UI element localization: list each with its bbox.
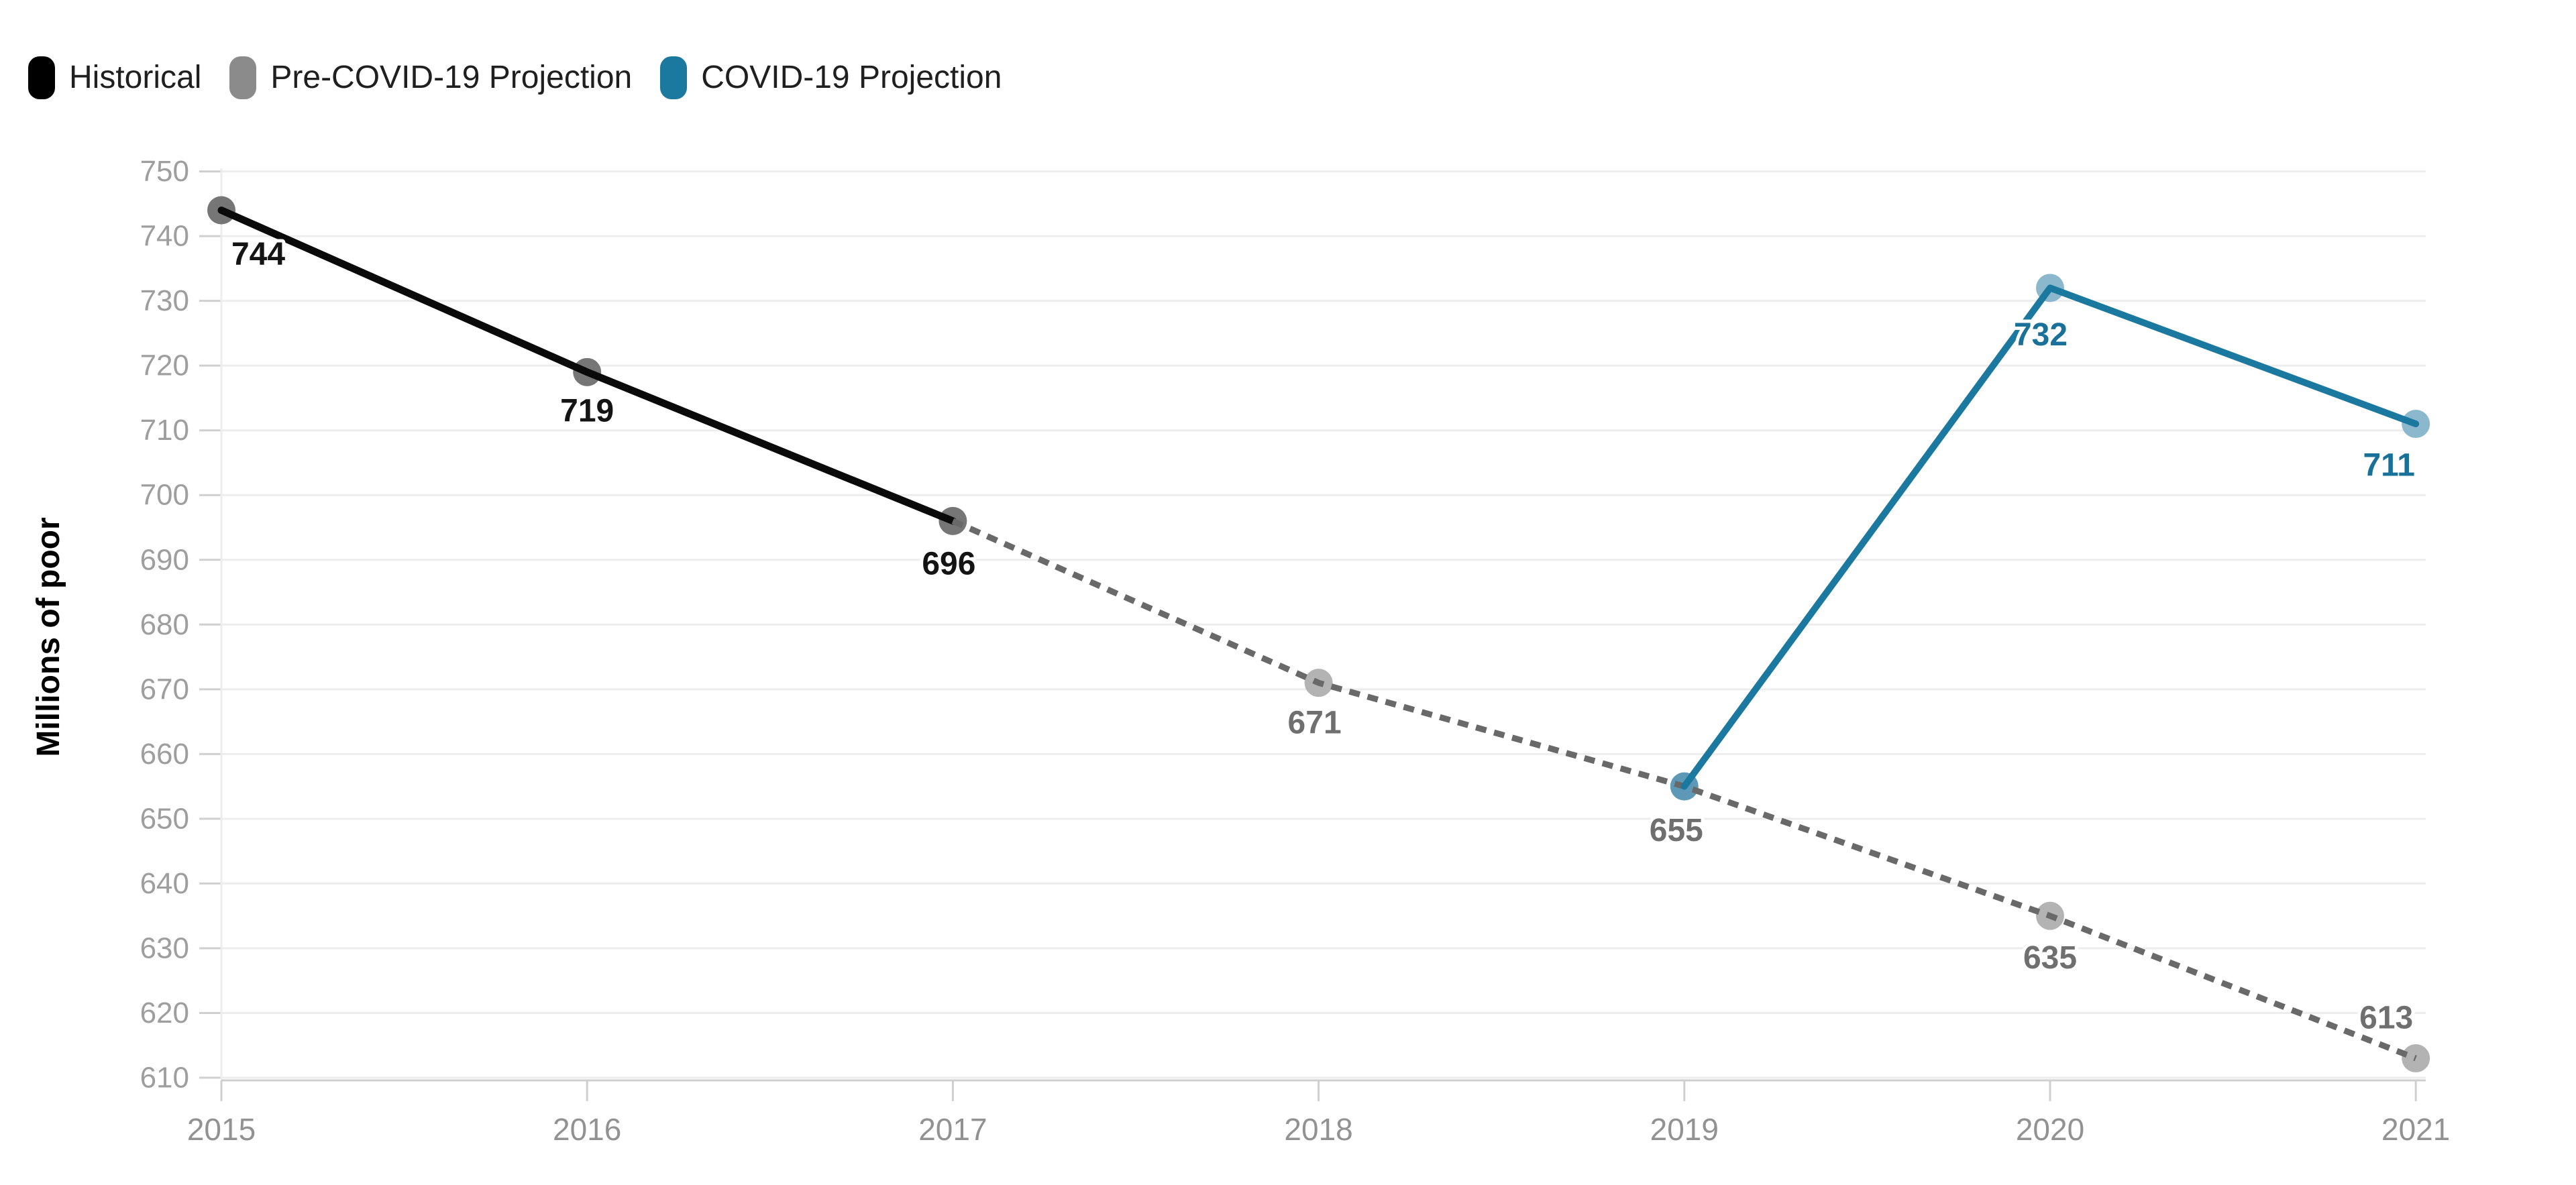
legend: Historical Pre-COVID-19 Projection COVID… bbox=[28, 56, 1002, 99]
y-tick-label: 700 bbox=[140, 479, 189, 512]
y-tick-label: 710 bbox=[140, 414, 189, 447]
data-point-label: 613 bbox=[2359, 1001, 2413, 1036]
x-tick-label: 2017 bbox=[918, 1112, 987, 1147]
y-tick-label: 750 bbox=[140, 155, 189, 188]
legend-label-covid: COVID-19 Projection bbox=[701, 60, 1002, 95]
x-tick-label: 2016 bbox=[553, 1112, 621, 1147]
label-layer: 744 719 696 671 655 635 613 732 711 bbox=[228, 233, 2418, 1039]
data-point-label: 711 bbox=[2363, 448, 2414, 484]
y-tick-label: 680 bbox=[140, 608, 189, 641]
grid-layer: 610 620 630 640 650 660 670 680 690 700 710 720 730 7… bbox=[140, 155, 2451, 1147]
series-line-historical bbox=[217, 206, 957, 525]
x-tick-label: 2020 bbox=[2016, 1112, 2084, 1147]
y-tick-label: 650 bbox=[140, 802, 189, 835]
legend-item-pre-covid-projection: Pre-COVID-19 Projection bbox=[229, 56, 632, 99]
x-tick-label: 2019 bbox=[1650, 1112, 1719, 1147]
legend-swatch-covid-icon bbox=[660, 56, 688, 99]
legend-swatch-pre-covid-icon bbox=[229, 56, 257, 99]
data-point-label: 744 bbox=[231, 237, 285, 272]
legend-label-pre-covid: Pre-COVID-19 Projection bbox=[270, 60, 633, 95]
y-tick-label: 690 bbox=[140, 543, 189, 576]
data-point-label: 696 bbox=[922, 546, 975, 581]
marker-layer bbox=[207, 196, 2430, 1073]
legend-item-historical: Historical bbox=[28, 56, 201, 99]
y-tick-label: 720 bbox=[140, 349, 189, 382]
y-tick-label: 670 bbox=[140, 673, 189, 706]
data-point-label: 655 bbox=[1650, 813, 1703, 848]
y-tick-label: 630 bbox=[140, 932, 189, 964]
y-tick-label: 660 bbox=[140, 738, 189, 771]
y-tick-label: 610 bbox=[140, 1062, 189, 1094]
x-tick-label: 2015 bbox=[187, 1112, 256, 1147]
y-tick-label: 640 bbox=[140, 867, 189, 900]
data-point-label: 719 bbox=[560, 393, 614, 429]
x-tick-label: 2018 bbox=[1284, 1112, 1352, 1147]
y-axis-title: Millions of poor bbox=[31, 517, 66, 756]
y-tick-label: 730 bbox=[140, 284, 189, 317]
y-tick-label: 620 bbox=[140, 997, 189, 1029]
legend-item-covid-projection: COVID-19 Projection bbox=[660, 56, 1002, 99]
series-line-covid-19-projection bbox=[1680, 284, 2420, 790]
data-point-label: 635 bbox=[2023, 940, 2077, 976]
legend-label-historical: Historical bbox=[69, 60, 202, 95]
x-tick-label: 2021 bbox=[2381, 1112, 2450, 1147]
legend-swatch-historical-icon bbox=[28, 56, 55, 99]
line-layer bbox=[217, 206, 2420, 1062]
data-point-label: 732 bbox=[2014, 317, 2068, 353]
y-tick-label: 740 bbox=[140, 220, 189, 253]
data-point-label: 671 bbox=[1288, 706, 1342, 741]
